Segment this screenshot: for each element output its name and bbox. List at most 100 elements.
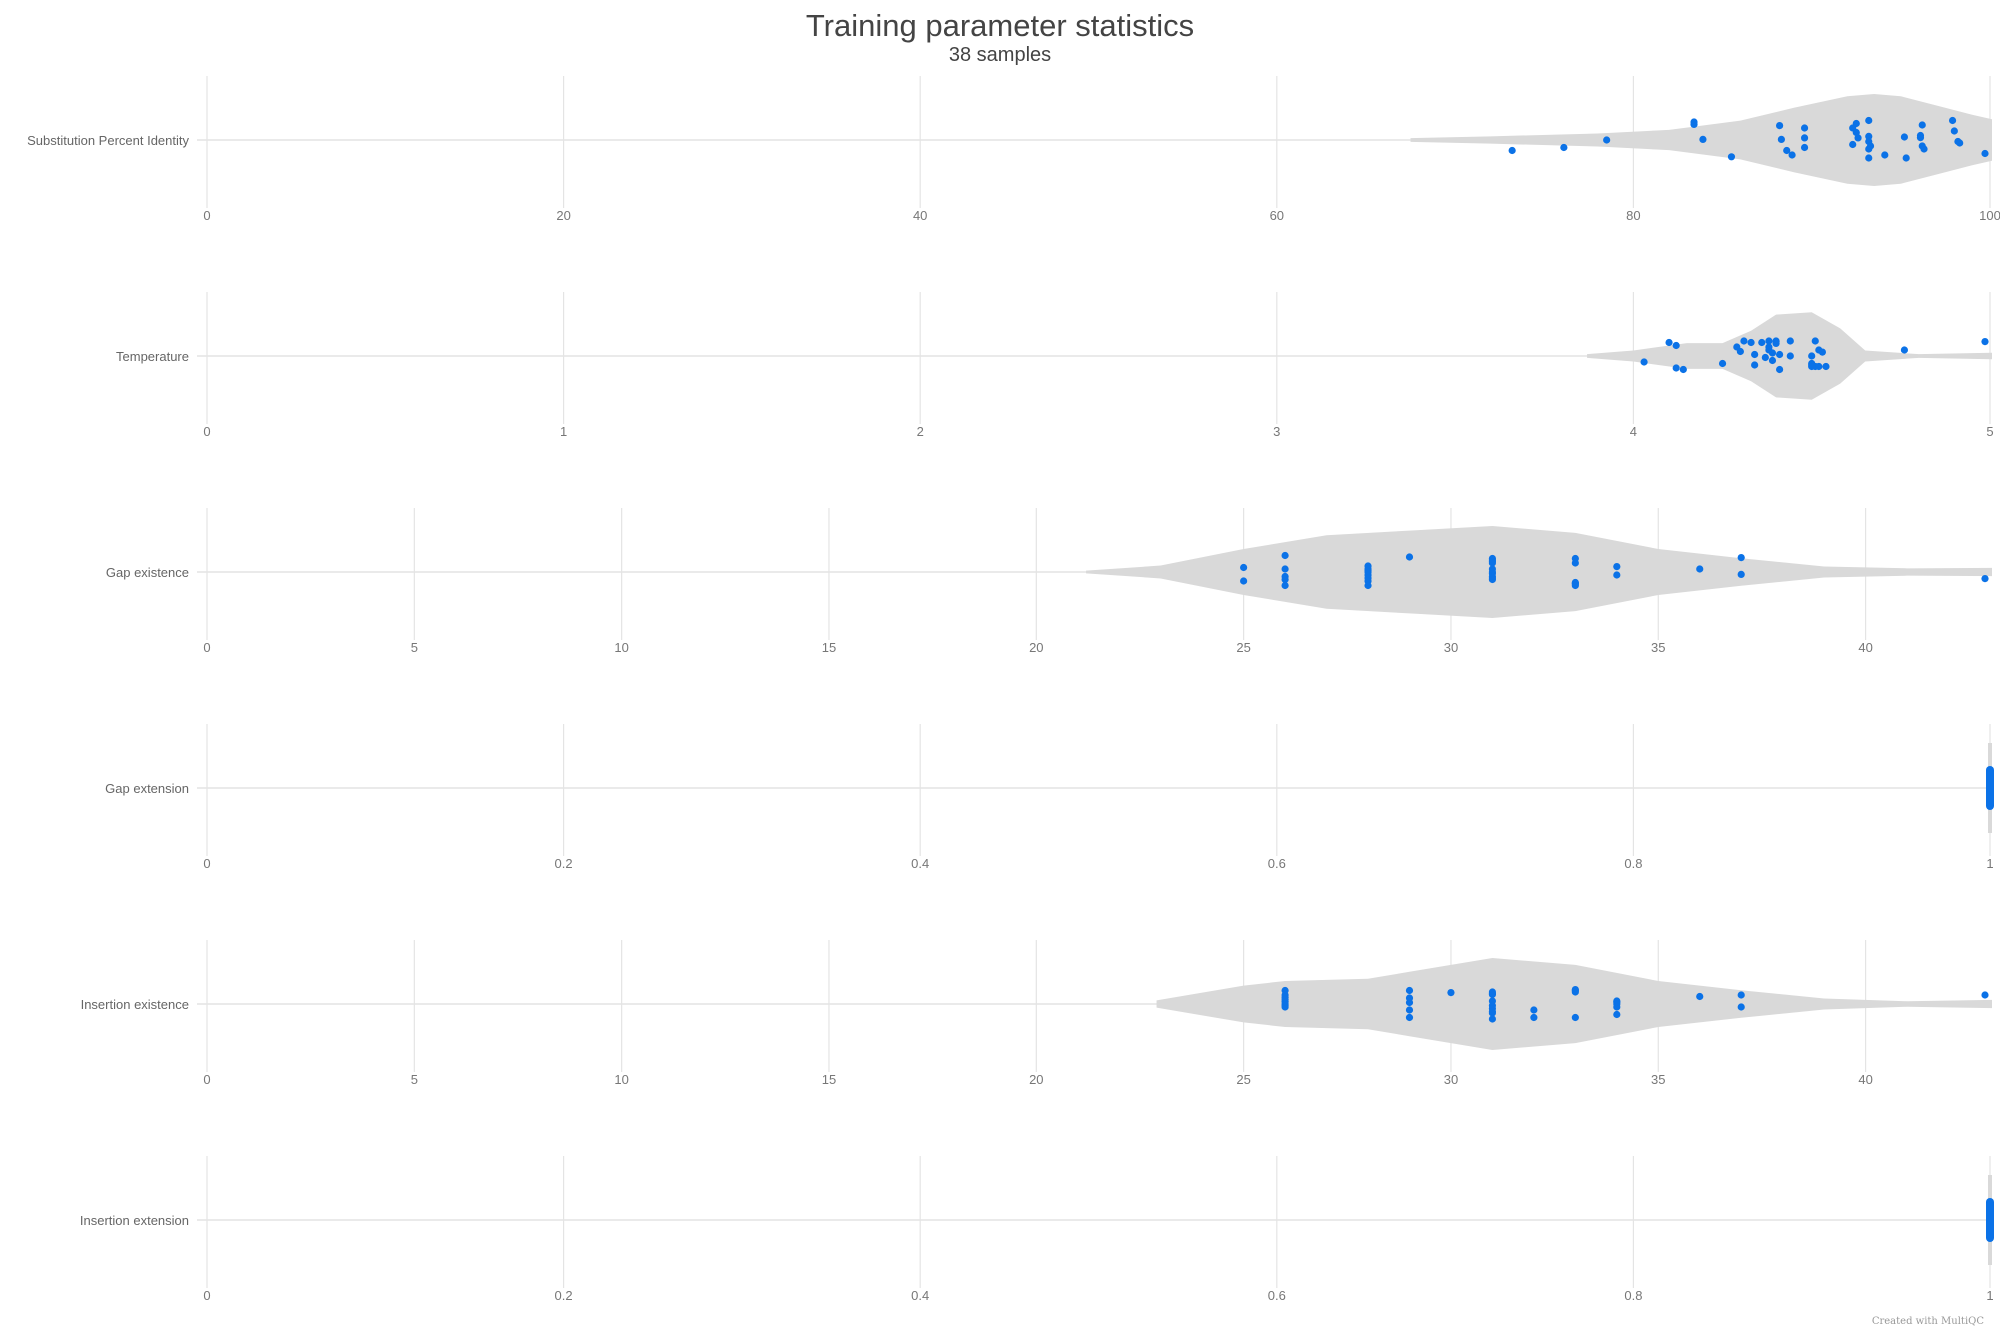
data-point[interactable] xyxy=(1981,991,1989,999)
data-point[interactable] xyxy=(1777,135,1785,143)
data-point[interactable] xyxy=(1865,116,1873,125)
data-point[interactable] xyxy=(1956,139,1964,147)
data-point[interactable] xyxy=(1571,559,1579,567)
data-point[interactable] xyxy=(1776,122,1784,130)
data-point[interactable] xyxy=(1672,341,1680,350)
data-point[interactable] xyxy=(1530,1013,1538,1022)
data-point[interactable] xyxy=(1768,356,1777,365)
data-point[interactable] xyxy=(1488,559,1497,567)
data-point[interactable] xyxy=(1808,352,1816,360)
data-point[interactable] xyxy=(1447,989,1455,997)
data-point[interactable] xyxy=(1672,364,1680,372)
data-point[interactable] xyxy=(1281,1003,1289,1011)
data-point[interactable] xyxy=(1696,992,1704,1001)
data-point[interactable] xyxy=(1488,1007,1497,1016)
data-point[interactable] xyxy=(1950,127,1958,135)
data-point[interactable] xyxy=(1281,565,1289,573)
data-point[interactable] xyxy=(1776,365,1784,374)
data-point[interactable] xyxy=(1815,362,1823,371)
data-point[interactable] xyxy=(1281,575,1289,584)
data-point[interactable] xyxy=(1920,145,1928,153)
data-point[interactable] xyxy=(1818,348,1826,356)
data-point[interactable] xyxy=(1786,337,1794,345)
data-point[interactable] xyxy=(1918,121,1926,129)
data-point[interactable] xyxy=(1751,350,1759,359)
data-point[interactable] xyxy=(1981,575,1989,583)
data-point[interactable] xyxy=(1405,1013,1414,1022)
data-point[interactable] xyxy=(1240,563,1248,572)
data-point[interactable] xyxy=(1405,553,1414,561)
data-point[interactable] xyxy=(1788,151,1796,159)
data-point[interactable] xyxy=(1488,575,1497,584)
data-point[interactable] xyxy=(1761,353,1769,362)
data-point[interactable] xyxy=(1488,1015,1497,1023)
data-point[interactable] xyxy=(1776,350,1784,359)
data-point[interactable] xyxy=(1852,128,1860,137)
data-point[interactable] xyxy=(1613,998,1621,1006)
data-point[interactable] xyxy=(1679,365,1687,374)
data-point[interactable] xyxy=(1613,571,1621,579)
data-point[interactable] xyxy=(1854,134,1862,142)
data-point[interactable] xyxy=(1696,565,1704,573)
data-point[interactable] xyxy=(1665,338,1673,347)
data-point[interactable] xyxy=(1727,153,1736,161)
data-point[interactable] xyxy=(1948,116,1957,125)
data-point[interactable] xyxy=(1281,998,1289,1006)
data-point-cluster[interactable] xyxy=(1986,766,1994,810)
data-point[interactable] xyxy=(1865,132,1873,140)
data-point[interactable] xyxy=(1768,349,1777,357)
data-point[interactable] xyxy=(1699,135,1707,143)
data-point[interactable] xyxy=(1240,577,1248,585)
data-point[interactable] xyxy=(1690,120,1698,128)
data-point[interactable] xyxy=(1281,551,1289,560)
data-point[interactable] xyxy=(1405,994,1414,1002)
data-point[interactable] xyxy=(1530,1006,1538,1014)
data-point[interactable] xyxy=(1981,149,1989,158)
data-point[interactable] xyxy=(1736,347,1744,356)
data-point[interactable] xyxy=(1747,338,1755,347)
data-point[interactable] xyxy=(1571,987,1579,995)
data-point-cluster[interactable] xyxy=(1986,1198,1994,1242)
data-point[interactable] xyxy=(1900,133,1909,141)
data-point[interactable] xyxy=(1737,1003,1745,1011)
data-point[interactable] xyxy=(1718,359,1727,368)
data-point[interactable] xyxy=(1822,362,1830,371)
data-point[interactable] xyxy=(1603,136,1611,144)
data-point[interactable] xyxy=(1916,134,1925,142)
data-point[interactable] xyxy=(1800,143,1809,152)
data-point[interactable] xyxy=(1751,361,1759,369)
data-point[interactable] xyxy=(1849,140,1857,149)
data-point[interactable] xyxy=(1900,346,1909,354)
data-point[interactable] xyxy=(1902,154,1910,162)
data-point[interactable] xyxy=(1737,570,1745,579)
data-point[interactable] xyxy=(1281,581,1289,590)
data-point[interactable] xyxy=(1783,146,1791,155)
data-point[interactable] xyxy=(1613,1010,1621,1019)
data-point[interactable] xyxy=(1866,142,1875,150)
data-point[interactable] xyxy=(1405,986,1414,995)
data-point[interactable] xyxy=(1737,991,1745,999)
data-point[interactable] xyxy=(1765,337,1773,345)
data-point[interactable] xyxy=(1811,337,1819,345)
data-point[interactable] xyxy=(1740,337,1748,345)
data-point[interactable] xyxy=(1786,352,1794,360)
data-point[interactable] xyxy=(1881,151,1889,159)
data-point[interactable] xyxy=(1981,338,1989,346)
data-point[interactable] xyxy=(1737,554,1745,562)
data-point[interactable] xyxy=(1364,581,1372,590)
data-point[interactable] xyxy=(1364,566,1372,575)
data-point[interactable] xyxy=(1800,134,1809,142)
data-point[interactable] xyxy=(1571,579,1579,588)
data-point[interactable] xyxy=(1560,143,1568,152)
data-point[interactable] xyxy=(1865,154,1873,162)
data-point[interactable] xyxy=(1852,119,1860,128)
data-point[interactable] xyxy=(1508,146,1516,155)
data-point[interactable] xyxy=(1405,1006,1414,1014)
data-point[interactable] xyxy=(1571,1013,1579,1022)
data-point[interactable] xyxy=(1488,989,1497,998)
data-point[interactable] xyxy=(1758,338,1766,347)
data-point[interactable] xyxy=(1640,358,1648,366)
data-point[interactable] xyxy=(1613,563,1621,571)
data-point[interactable] xyxy=(1800,124,1809,132)
data-point[interactable] xyxy=(1772,339,1780,347)
